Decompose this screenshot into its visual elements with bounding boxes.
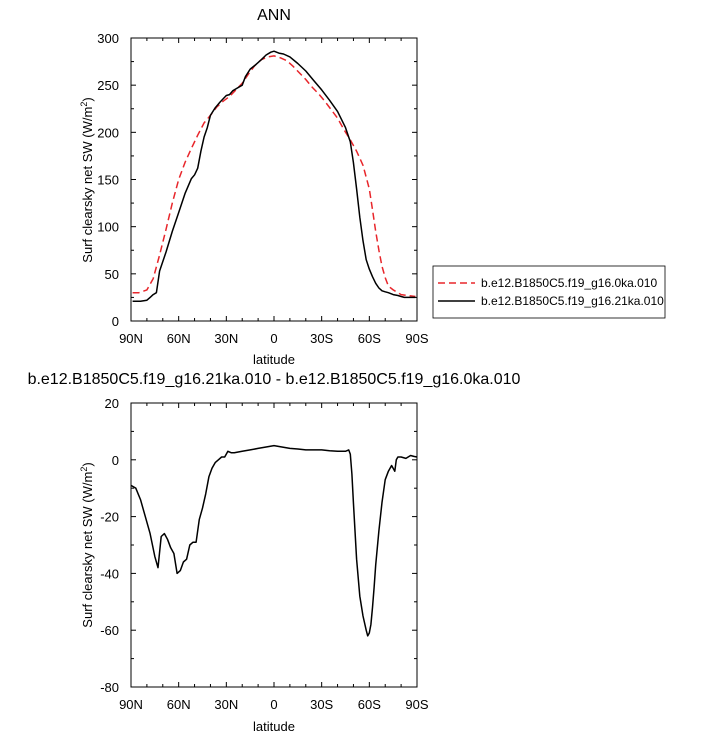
bottom-x-tick-label: 90S [405, 697, 428, 712]
bottom-x-tick-label: 60N [167, 697, 191, 712]
top-x-tick-label: 90N [119, 331, 143, 346]
top-series-lines [132, 50, 416, 302]
top-y-tick-label: 50 [105, 267, 119, 282]
top-y-tick-label: 200 [97, 125, 119, 140]
legend-label-0ka: b.e12.B1850C5.f19_g16.0ka.010 [481, 276, 657, 290]
top-y-axis-label: Surf clearsky net SW (W/m2) [79, 97, 95, 262]
bottom-x-tick-label: 30S [310, 697, 333, 712]
bottom-series-lines [130, 444, 418, 637]
top-x-tick-label: 30S [310, 331, 333, 346]
bottom-y-axis-label: Surf clearsky net SW (W/m2) [79, 462, 95, 627]
top-x-tick-label: 60S [358, 331, 381, 346]
difference-series-line [130, 444, 418, 637]
top-x-tick-label: 30N [214, 331, 238, 346]
legend-box [432, 265, 666, 319]
top-chart-title: ANN [257, 7, 291, 24]
top-x-tick-label: 90S [405, 331, 428, 346]
bottom-axis-ticks: 90N 60N 30N 0 30S 60S 90S -80 -60 -40 -20 0 20 [100, 396, 429, 712]
top-x-axis-label: latitude [253, 352, 295, 367]
top-y-tick-label: 100 [97, 220, 119, 235]
bottom-y-tick-label: 0 [112, 453, 119, 468]
top-x-tick-label: 60N [167, 331, 191, 346]
top-axis-ticks: 90N 60N 30N 0 30S 60S 90S 0 50 100 150 200 250 300 [97, 31, 429, 346]
bottom-y-tick-label: -40 [100, 566, 119, 581]
legend-label-21ka: b.e12.B1850C5.f19_g16.21ka.010 [481, 294, 664, 308]
top-y-tick-label: 250 [97, 78, 119, 93]
top-y-tick-label: 300 [97, 31, 119, 46]
bottom-x-tick-label: 0 [270, 697, 277, 712]
bottom-x-tick-label: 90N [119, 697, 143, 712]
bottom-y-tick-label: -60 [100, 623, 119, 638]
bottom-chart-title: b.e12.B1850C5.f19_g16.21ka.010 - b.e12.B… [28, 371, 521, 388]
top-panel: ANN 90N 60N 30N 0 30S 60S 90S 0 50 100 150 200 250 30… [79, 7, 666, 367]
bottom-x-tick-label: 60S [358, 697, 381, 712]
bottom-y-tick-label: -20 [100, 510, 119, 525]
bottom-y-tick-label: 20 [105, 396, 119, 411]
top-y-tick-label: 150 [97, 173, 119, 188]
bottom-panel: b.e12.B1850C5.f19_g16.21ka.010 - b.e12.B… [28, 371, 521, 734]
bottom-y-tick-label: -80 [100, 680, 119, 695]
series-line-0ka [132, 55, 416, 298]
series-line-21ka [132, 50, 416, 302]
top-y-tick-label: 0 [112, 314, 119, 329]
bottom-x-axis-label: latitude [253, 719, 295, 734]
bottom-x-tick-label: 30N [214, 697, 238, 712]
top-x-tick-label: 0 [270, 331, 277, 346]
legend: b.e12.B1850C5.f19_g16.0ka.010 b.e12.B185… [432, 265, 666, 319]
